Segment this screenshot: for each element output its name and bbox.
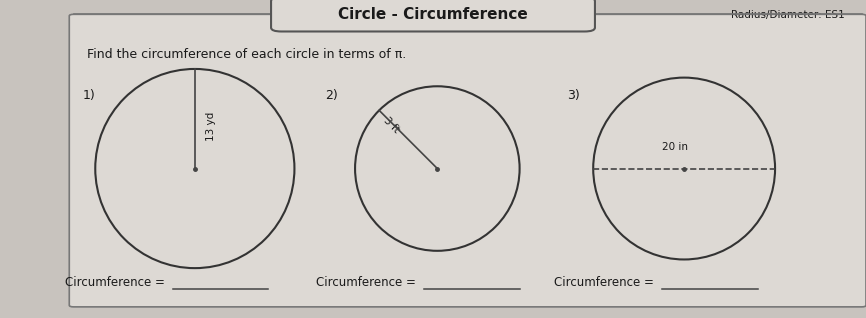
Text: 1): 1) — [82, 89, 95, 102]
Text: Circumference =: Circumference = — [65, 276, 169, 289]
Text: Circumference =: Circumference = — [554, 276, 658, 289]
Text: 3 ft: 3 ft — [381, 115, 401, 135]
Text: 20 in: 20 in — [662, 142, 688, 152]
Text: 13 yd: 13 yd — [206, 112, 216, 141]
Text: Radius/Diameter: ES1: Radius/Diameter: ES1 — [731, 10, 844, 19]
FancyBboxPatch shape — [271, 0, 595, 31]
Text: Circle - Circumference: Circle - Circumference — [338, 7, 528, 22]
Text: 2): 2) — [325, 89, 338, 102]
Text: Find the circumference of each circle in terms of π.: Find the circumference of each circle in… — [87, 48, 406, 61]
Text: 3): 3) — [567, 89, 580, 102]
Text: Circumference =: Circumference = — [316, 276, 420, 289]
